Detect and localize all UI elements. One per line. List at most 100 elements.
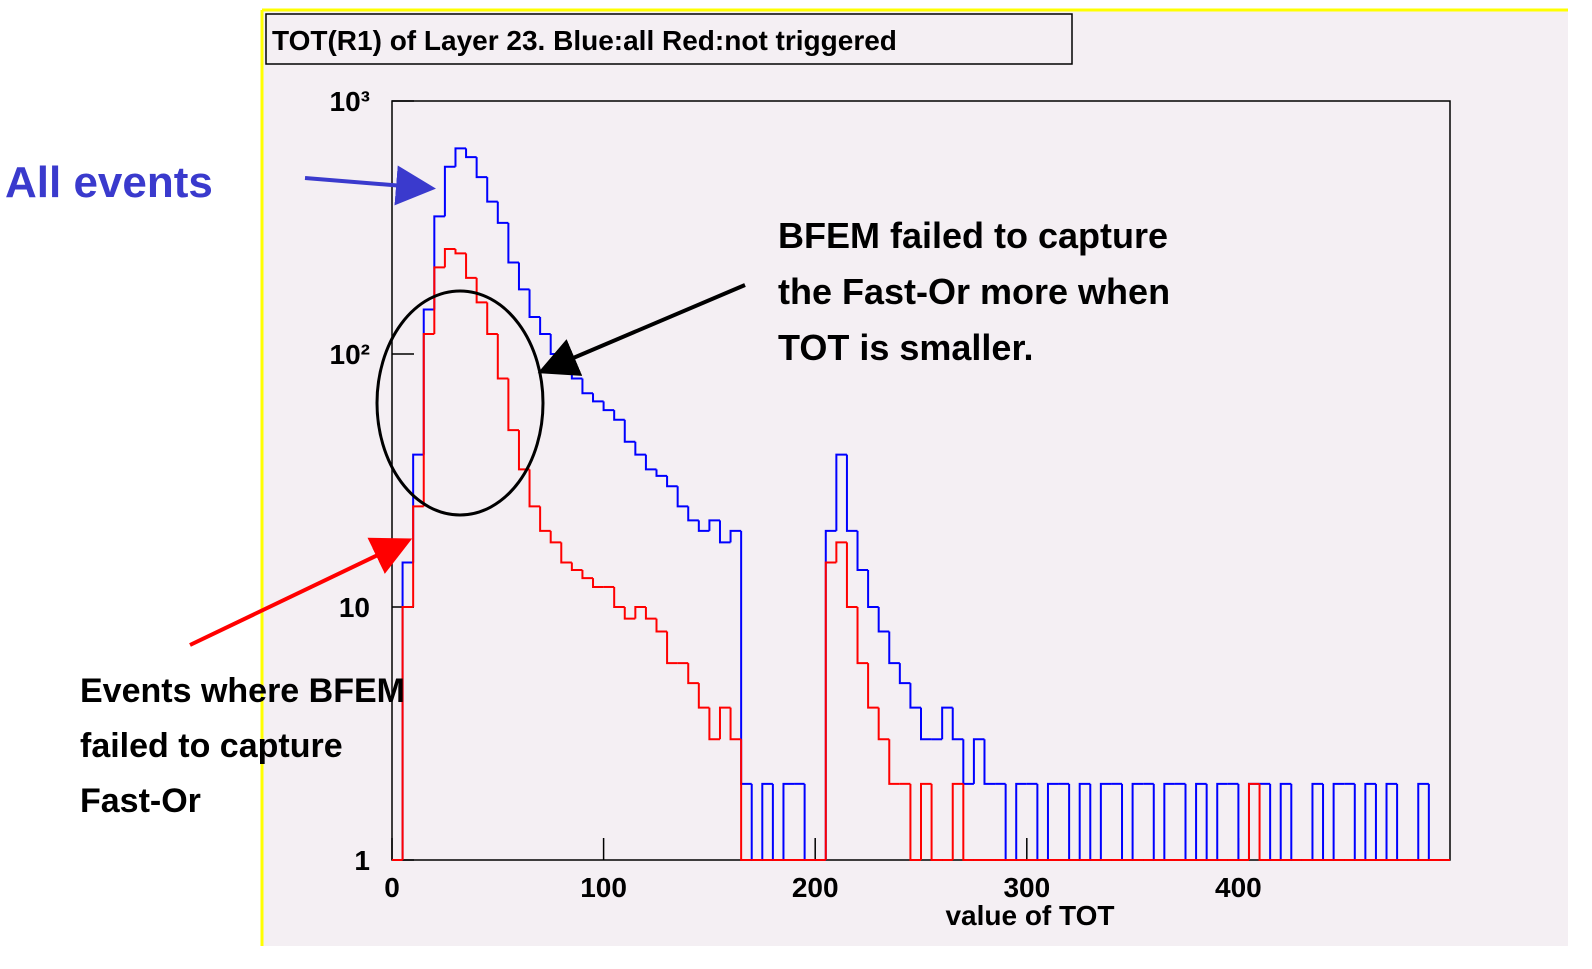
histogram-bin (920, 782, 932, 860)
histogram-bin (539, 317, 551, 335)
histogram-bin (1163, 782, 1175, 860)
histogram-bin (517, 262, 530, 291)
histogram-bin (475, 277, 488, 304)
histogram-bin (962, 783, 974, 861)
histogram-bin (549, 530, 562, 544)
histogram-bin (1385, 782, 1398, 860)
histogram-bin (782, 782, 795, 860)
chart-title: TOT(R1) of Layer 23. Blue:all Red:not tr… (272, 25, 897, 56)
histogram-bin (676, 486, 689, 508)
histogram-bin (401, 606, 414, 860)
histogram-bin (877, 707, 890, 741)
histogram-bin (761, 782, 773, 860)
y-tick-label: 10³ (330, 86, 370, 117)
histogram-bin (856, 530, 869, 572)
x-tick-label: 100 (580, 872, 627, 903)
histogram-bin (613, 586, 625, 608)
histogram-bin (655, 469, 668, 477)
histogram-bin (909, 683, 921, 709)
histogram-bin (496, 333, 509, 380)
histogram-bin (718, 520, 731, 544)
histogram-bin (697, 520, 710, 532)
arrow (189, 537, 413, 647)
annotation: BFEM failed to capture (778, 215, 1168, 256)
marks: 1 10 10² 10³ 0 100 200 300 400 (330, 86, 1450, 903)
histogram-bin (1078, 782, 1091, 860)
histogram-bin (443, 165, 456, 217)
histogram-bin (845, 454, 858, 532)
histogram-bin (613, 410, 625, 421)
histogram-bin (465, 148, 477, 159)
histogram-bin (560, 542, 572, 564)
histogram-bin (433, 266, 445, 334)
histogram-bin (454, 249, 467, 255)
histogram-bin (867, 663, 879, 709)
x-tick-label: 300 (1003, 872, 1050, 903)
histogram-bin (877, 607, 890, 633)
histogram-bin (1247, 782, 1260, 860)
annotation: Events where BFEM (80, 672, 405, 710)
x-tick-label: 0 (384, 872, 400, 903)
histogram-bin (570, 562, 583, 572)
histogram-bin (909, 783, 921, 861)
x-axis-label: value of TOT (945, 900, 1114, 931)
histogram-bin (856, 607, 869, 665)
histogram-bin (602, 401, 615, 412)
histogram-bin (1015, 782, 1027, 860)
highlight-ellipse (375, 289, 545, 517)
annotation: TOT is smaller. (778, 327, 1033, 368)
histogram-bin (740, 739, 752, 861)
x-tick-label: 200 (792, 872, 839, 903)
histogram-bin (1311, 782, 1324, 860)
histogram-bin (697, 683, 710, 709)
histogram-bin (655, 618, 668, 633)
histogram-bin (920, 707, 932, 741)
histogram-bin (465, 253, 477, 279)
histogram-bin (1131, 782, 1144, 860)
histogram-bin (718, 706, 731, 740)
histogram-bin (1216, 782, 1228, 860)
annotation: the Fast-Or more when (778, 271, 1170, 312)
histogram-bin (634, 606, 646, 619)
histogram-bin (528, 469, 541, 508)
histogram-bin (412, 505, 424, 607)
histogram-bin (634, 441, 646, 456)
histogram-bin (972, 738, 985, 784)
histogram-bin (623, 607, 636, 620)
histogram-bin (507, 222, 519, 264)
histogram-bin (729, 707, 742, 741)
y-tick-label: 10 (339, 592, 370, 623)
histogram-bin (1195, 782, 1207, 860)
histogram-bin (623, 419, 636, 443)
histogram-bin (486, 177, 498, 203)
x-tick-label: 400 (1215, 872, 1262, 903)
title-box (265, 13, 1073, 65)
histogram-bin (592, 393, 604, 403)
histogram-bin (729, 529, 742, 543)
arrow (304, 165, 436, 206)
histogram-bin (486, 302, 498, 335)
histogram-bin (835, 453, 847, 531)
histogram-bin (867, 570, 879, 608)
annotation: All events (5, 158, 213, 207)
histogram-bin (898, 663, 911, 685)
histogram-bin (845, 542, 858, 608)
histogram-bin (528, 289, 541, 319)
arrow (537, 283, 746, 376)
histogram-bin (824, 561, 837, 860)
histogram-bin (1417, 782, 1429, 860)
histogram-bin (1258, 783, 1271, 861)
histogram-bin (1099, 782, 1112, 860)
histogram-bin (983, 739, 996, 785)
histogram-bin (888, 631, 900, 665)
annotation: Fast-Or (80, 782, 201, 820)
histogram-bin (443, 248, 456, 268)
annotation: failed to capture (80, 727, 343, 765)
histogram-bin (644, 607, 657, 620)
histogram-bin (454, 147, 467, 167)
histogram-bin (539, 506, 551, 532)
histogram-bin (581, 378, 594, 395)
histogram-bin (951, 782, 964, 860)
histogram-bin (687, 663, 699, 685)
